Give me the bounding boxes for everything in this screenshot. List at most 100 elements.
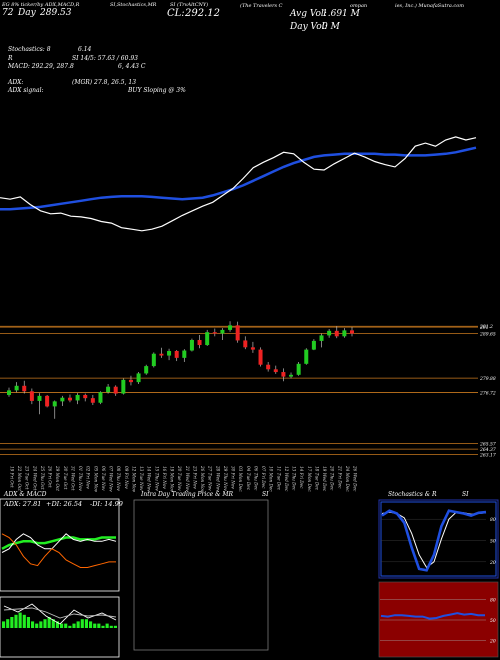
company-name-part2: ompan [350,3,368,9]
candle-body [151,353,156,367]
date-tick-label: 11 Tue Dec [276,466,281,491]
macd-histogram-bar [18,612,22,628]
date-tick-label: 28 Wed Nov [215,465,220,492]
close-label: CL: [167,8,185,19]
adx-panel-title: ADX & MACD [4,491,47,498]
date-tick-label: 06 Thu Dec [253,466,258,491]
date-tick-label: 20 Thu Dec [330,465,335,491]
adx-line-label: ADX: [8,79,24,86]
candle-body [327,330,332,336]
candle-body [334,330,339,337]
stoch-tick-label: 20 [489,560,496,566]
date-tick-label: 24 Wed Oct [32,465,37,491]
macd-histogram-bar [101,625,105,628]
date-tick-label: 13 Tue Nov [139,466,144,491]
candle-body [52,401,57,407]
macd-histogram-bar [60,623,64,628]
adx-line-value: (MGR) 27.8, 26.5, 13 [72,79,137,86]
intraday-panel-title: Intra Day Trading Price & MR [141,491,234,498]
day-vol-label: Day Vol: [290,22,328,32]
date-tick-label: 10 Mon Dec [269,466,274,492]
stoch-value-right: 6.14 [78,46,92,53]
macd-histogram-bar [26,617,30,628]
date-tick-label: 12 Wed Dec [284,466,289,492]
date-tick-label: 21 Wed Nov [185,465,190,492]
macd-panel-frame [0,596,120,658]
date-tick-label: 09 Fri Nov [124,466,129,489]
candle-body [128,379,133,383]
date-tick-label: 19 Fri Oct [10,466,15,488]
candle-body [136,373,141,383]
date-tick-label: 19 Wed Dec [322,466,327,492]
day-range-label: Day [18,8,36,18]
candle-body [182,350,187,358]
macd-histogram-bar [109,625,113,628]
stoch-tick-label: 50 [490,539,496,545]
candle-body [350,330,354,334]
date-tick-label: 01 Thu Nov [78,466,83,491]
macd-histogram-bar [31,621,35,628]
date-tick-label: 31 Wed Oct [70,466,75,491]
macd-histogram-bar [72,623,76,628]
macd-histogram-bar [35,623,39,628]
adx-series-line [1,533,116,568]
day-vol-value: 0 M [322,22,340,32]
rsi-panel-band [378,581,499,658]
date-tick-label: 08 Thu Nov [116,466,121,491]
macd-histogram-bar [93,623,97,628]
date-tick-label: 13 Thu Dec [292,466,297,491]
date-tick-label: 07 Wed Nov [109,466,114,492]
candle-body [258,349,263,365]
stoch-panel-title: Stochastics & R [388,491,437,498]
date-tick-label: 14 Wed Nov [147,466,152,492]
candle-body [304,349,309,364]
candle-body [250,347,255,350]
macd-histogram-bar [80,619,84,628]
candle-body [266,364,271,370]
date-tick-label: 06 Tue Nov [101,466,106,491]
macd-histogram-bar [43,619,47,628]
candle-body [121,379,126,394]
price-line [0,136,477,232]
day-range-value: 289.53 [40,8,72,18]
macd-histogram-bar [68,625,72,628]
candle-body [197,339,202,346]
macd-histogram-bar [64,623,68,628]
candle-body [98,392,103,403]
candle-body [113,386,118,394]
candle-body [60,397,65,402]
candle-body [212,332,217,334]
close-value: 292.12 [185,8,220,19]
avg-vol-label: Avg Vol: [290,9,327,19]
stoch-panel-title-suffix: SI [462,491,469,498]
rsi-line-value: SI 14/5: 57.63 / 60.93 [72,55,138,62]
candle-body [37,395,42,401]
stoch-panel-inner [380,501,497,577]
adx-panel-frame [0,498,120,592]
company-name-part1: (The Travelers C [240,3,283,9]
macd-histogram-bar [89,621,93,628]
date-tick-label: 24 Mon Dec [345,465,350,492]
date-tick-label: 04 Tue Dec [246,466,251,491]
date-tick-label: 03 Mon Dec [238,466,243,492]
macd-histogram-bar [39,621,43,628]
adx-series-line [1,533,117,553]
candle-body [205,332,210,346]
candle-body [45,395,50,407]
date-tick-label: 19 Mon Nov [170,466,175,493]
level-label: 291 [479,325,489,331]
intraday-panel-title-suffix: SI [262,491,269,498]
candle-body [273,369,278,373]
candle-body [106,386,111,393]
date-tick-label: 17 Mon Dec [307,466,312,492]
level-label: 264.37 [479,447,496,453]
date-tick-label: 22 Mon Oct [17,465,22,491]
macd-histogram-bar [22,614,26,628]
rsi-line-label: R [8,55,13,62]
adx-series-line [1,536,116,550]
macd-histogram-bar [47,617,51,628]
rsi-tick-label: 20 [489,638,496,644]
candle-body [144,366,149,374]
adx-signal-value: BUY Sloping @ 3% [128,87,186,94]
macd-line: MACD: 292.29, 287.8 [8,63,74,70]
